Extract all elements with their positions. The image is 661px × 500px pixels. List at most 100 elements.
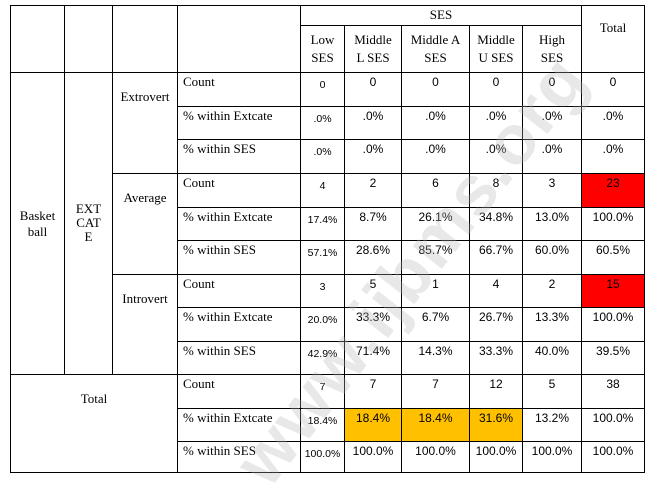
table-cell: 33.3% [469, 341, 523, 375]
table-cell-highlighted: 31.6% [469, 408, 523, 442]
table-cell: 0 [522, 72, 582, 107]
total-cell: .0% [581, 106, 645, 140]
header-blank-4 [177, 5, 301, 73]
total-cell: 60.5% [581, 240, 645, 275]
table-cell: .0% [469, 139, 523, 174]
stat-label: % within Extcate [177, 207, 301, 241]
table-cell: 60.0% [522, 240, 582, 275]
table-cell: 100.0% [522, 441, 582, 473]
col-header-middle-a-ses: Middle A SES [401, 25, 470, 73]
table-cell: 8.7% [344, 207, 402, 241]
table-cell: 3 [522, 173, 582, 208]
stat-label: Count [177, 274, 301, 308]
total-row-label: Total [10, 374, 178, 473]
table-cell: .0% [401, 139, 470, 174]
table-cell: 2 [344, 173, 402, 208]
table-cell: 57.1% [300, 240, 345, 275]
category-average: Average [112, 173, 178, 275]
stat-label: Count [177, 173, 301, 208]
table-cell: .0% [469, 106, 523, 140]
col-header-middle-l-ses: Middle L SES [344, 25, 402, 73]
table-cell: 26.7% [469, 307, 523, 342]
table-cell: 3 [300, 274, 345, 308]
table-cell-highlighted: 18.4% [401, 408, 470, 442]
table-cell: 100.0% [300, 441, 345, 473]
total-cell-highlighted: 15 [581, 274, 645, 308]
table-cell: 33.3% [344, 307, 402, 342]
table-cell: 71.4% [344, 341, 402, 375]
table-cell: 1 [401, 274, 470, 308]
total-cell-highlighted: 23 [581, 173, 645, 208]
stat-label: % within Extcate [177, 408, 301, 442]
table-cell: 6 [401, 173, 470, 208]
table-cell: 42.9% [300, 341, 345, 375]
stat-label: % within SES [177, 139, 301, 174]
header-blank-3 [112, 5, 178, 73]
table-cell: 5 [344, 274, 402, 308]
row-group-basketball: Basket ball [10, 72, 65, 375]
table-cell: 7 [344, 374, 402, 409]
col-header-middle-u-ses: Middle U SES [469, 25, 523, 73]
table-cell: 28.6% [344, 240, 402, 275]
table-cell: 0 [469, 72, 523, 107]
total-cell: 38 [581, 374, 645, 409]
total-cell: 100.0% [581, 207, 645, 241]
header-blank-2 [64, 5, 113, 73]
table-cell: 6.7% [401, 307, 470, 342]
col-header-low-ses: Low SES [300, 25, 345, 73]
table-cell-highlighted: 18.4% [344, 408, 402, 442]
header-blank-1 [10, 5, 65, 73]
table-cell: 100.0% [344, 441, 402, 473]
table-cell: 14.3% [401, 341, 470, 375]
table-cell: 13.3% [522, 307, 582, 342]
stat-label: % within Extcate [177, 106, 301, 140]
total-cell: 100.0% [581, 408, 645, 442]
table-cell: 13.2% [522, 408, 582, 442]
col-header-high-ses: High SES [522, 25, 582, 73]
stat-label: % within Extcate [177, 307, 301, 342]
table-cell: 0 [344, 72, 402, 107]
table-cell: 26.1% [401, 207, 470, 241]
stat-label: Count [177, 374, 301, 409]
table-cell: 18.4% [300, 408, 345, 442]
table-cell: .0% [522, 139, 582, 174]
table-cell: 4 [300, 173, 345, 208]
table-cell: 40.0% [522, 341, 582, 375]
total-cell: .0% [581, 139, 645, 174]
table-cell: 20.0% [300, 307, 345, 342]
stat-label: % within SES [177, 341, 301, 375]
crosstab-table: SES Total Low SES Middle L SES Middle A … [10, 5, 645, 473]
table-cell: .0% [522, 106, 582, 140]
stat-label: % within SES [177, 441, 301, 473]
total-cell: 100.0% [581, 307, 645, 342]
total-cell: 0 [581, 72, 645, 107]
category-extrovert: Extrovert [112, 72, 178, 174]
table-cell: 66.7% [469, 240, 523, 275]
table-cell: 0 [300, 72, 345, 107]
table-cell: 4 [469, 274, 523, 308]
table-cell: .0% [401, 106, 470, 140]
total-cell: 39.5% [581, 341, 645, 375]
table-cell: .0% [344, 139, 402, 174]
stat-label: % within SES [177, 240, 301, 275]
table-cell: 7 [300, 374, 345, 409]
table-cell: 0 [401, 72, 470, 107]
table-cell: .0% [300, 139, 345, 174]
total-header: Total [581, 5, 645, 73]
table-cell: .0% [300, 106, 345, 140]
table-cell: 85.7% [401, 240, 470, 275]
table-cell: 7 [401, 374, 470, 409]
table-cell: 2 [522, 274, 582, 308]
category-introvert: Introvert [112, 274, 178, 375]
table-cell: 34.8% [469, 207, 523, 241]
table-cell: 100.0% [401, 441, 470, 473]
table-cell: 12 [469, 374, 523, 409]
table-cell: 100.0% [469, 441, 523, 473]
table-cell: 5 [522, 374, 582, 409]
extcate-label: EXT CAT E [64, 72, 113, 375]
table-cell: .0% [344, 106, 402, 140]
table-cell: 8 [469, 173, 523, 208]
ses-header: SES [300, 5, 582, 26]
table-cell: 13.0% [522, 207, 582, 241]
stat-label: Count [177, 72, 301, 107]
